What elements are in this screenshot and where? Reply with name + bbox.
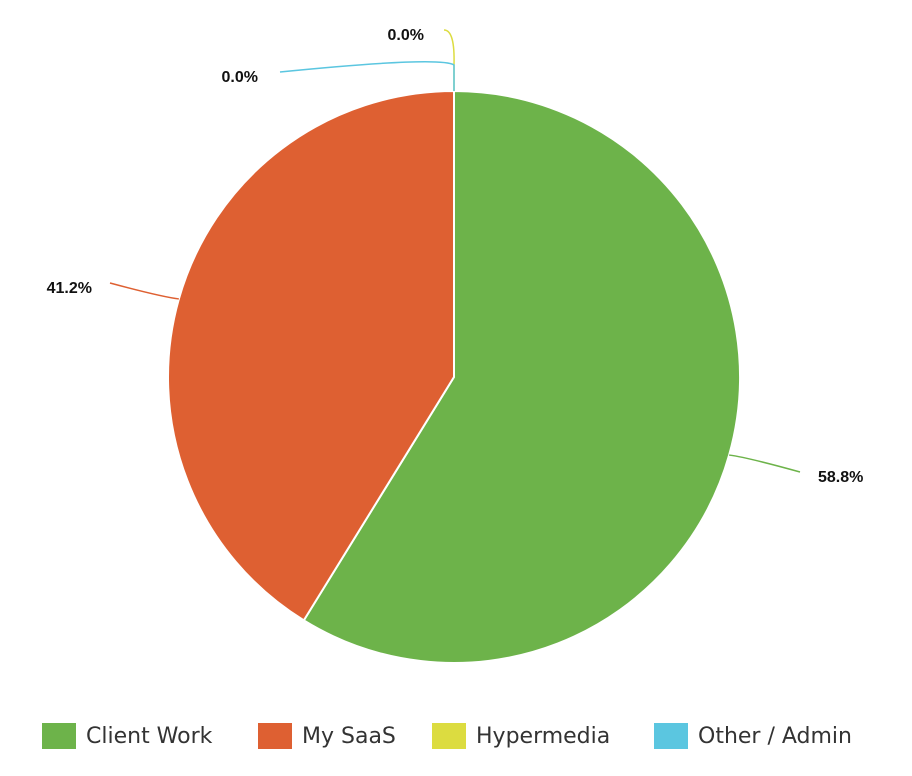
data-label-other-admin: 0.0% bbox=[222, 69, 258, 86]
chart-legend: Client Work My SaaS Hypermedia Other / A… bbox=[0, 716, 912, 756]
legend-item-other-admin[interactable]: Other / Admin bbox=[654, 716, 852, 756]
legend-label-my-saas: My SaaS bbox=[302, 723, 396, 749]
pie-chart-svg: 58.8% 41.2% 0.0% 0.0% bbox=[47, 27, 863, 664]
data-label-hypermedia: 0.0% bbox=[388, 27, 424, 44]
legend-swatch-my-saas bbox=[258, 723, 292, 749]
legend-label-other-admin: Other / Admin bbox=[698, 723, 852, 749]
leader-line-other-admin bbox=[279, 61, 455, 91]
leader-line-my-saas bbox=[109, 282, 179, 300]
legend-swatch-hypermedia bbox=[432, 723, 466, 749]
legend-item-hypermedia[interactable]: Hypermedia bbox=[432, 716, 610, 756]
pie-slice-my-saas[interactable] bbox=[167, 90, 455, 622]
data-label-client-work: 58.8% bbox=[818, 469, 863, 486]
leader-line-hypermedia bbox=[443, 29, 455, 91]
legend-item-my-saas[interactable]: My SaaS bbox=[258, 716, 396, 756]
legend-label-hypermedia: Hypermedia bbox=[476, 723, 611, 749]
legend-swatch-client-work bbox=[42, 723, 76, 749]
leader-line-client-work bbox=[729, 454, 801, 473]
legend-swatch-other-admin bbox=[654, 723, 688, 749]
legend-item-client-work[interactable]: Client Work bbox=[42, 716, 212, 756]
pie-slice-client-work[interactable] bbox=[302, 90, 741, 664]
data-label-my-saas: 41.2% bbox=[47, 280, 92, 297]
legend-label-client-work: Client Work bbox=[86, 723, 213, 749]
